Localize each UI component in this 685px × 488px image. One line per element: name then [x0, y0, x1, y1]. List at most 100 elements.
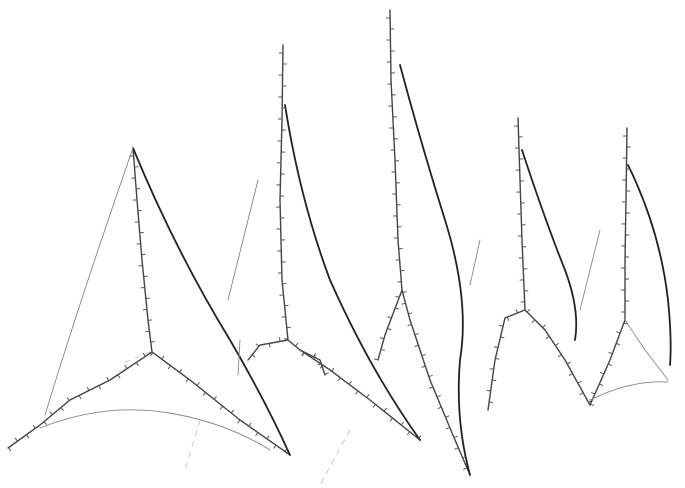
branch	[8, 352, 152, 448]
thorn	[429, 387, 433, 389]
stem	[518, 118, 590, 405]
thorn	[567, 362, 570, 364]
thorn	[203, 392, 205, 395]
thorn	[402, 303, 406, 304]
thorn	[118, 375, 120, 378]
thorn	[590, 404, 594, 406]
figure-3	[374, 10, 480, 475]
thorn	[446, 416, 450, 418]
thorn	[437, 395, 441, 397]
thorn	[546, 336, 549, 338]
thorn	[317, 364, 321, 365]
branch	[248, 340, 325, 375]
left-edge	[45, 148, 133, 415]
thorn	[532, 320, 535, 323]
thorn	[26, 435, 28, 438]
thorn	[256, 344, 259, 346]
stem	[280, 45, 420, 440]
figure-5	[580, 128, 671, 406]
thorn	[454, 436, 458, 438]
thorn	[401, 422, 403, 425]
thorn	[507, 317, 508, 321]
thorn	[616, 332, 620, 333]
thorn	[446, 427, 450, 429]
thorn	[274, 445, 276, 448]
page: (() => { const svg = document.getElement…	[0, 0, 685, 488]
thorn	[555, 343, 558, 345]
outer-edge	[522, 150, 576, 340]
thorn	[578, 381, 581, 383]
thorn	[495, 358, 499, 359]
thorn	[214, 396, 216, 399]
figure-1	[8, 148, 290, 470]
thorn	[487, 390, 491, 391]
thorn	[558, 355, 561, 357]
thorn	[616, 343, 620, 344]
thorn	[374, 359, 378, 360]
thorn	[279, 337, 280, 341]
thorn	[388, 317, 392, 318]
thorn	[125, 365, 127, 368]
thorn	[332, 368, 334, 371]
thorn	[168, 366, 170, 369]
thorn	[408, 324, 412, 325]
outer-edge	[628, 165, 671, 365]
thorn	[356, 391, 358, 394]
thorn	[9, 448, 11, 451]
thorn	[527, 309, 530, 312]
thorn	[516, 309, 517, 313]
thorn	[580, 393, 583, 395]
stem	[390, 10, 470, 475]
thorn	[179, 369, 181, 372]
thorn	[61, 408, 64, 411]
thorn	[463, 468, 467, 470]
thorn	[499, 325, 503, 326]
thorn	[395, 308, 399, 309]
thorn	[197, 382, 199, 385]
thorn	[162, 356, 164, 359]
thorn	[267, 436, 269, 439]
thorn	[295, 343, 298, 346]
thorn	[220, 406, 222, 409]
outer-edge	[285, 105, 420, 440]
faint-lines	[125, 352, 200, 470]
drawing	[0, 0, 685, 488]
thorn	[325, 373, 329, 374]
thorn	[600, 372, 604, 374]
thorn	[438, 407, 442, 409]
thorn	[107, 377, 109, 381]
thorn	[256, 433, 258, 436]
thorn	[50, 412, 53, 415]
figure-4	[487, 118, 592, 410]
thorn	[373, 404, 375, 407]
thorn	[489, 402, 493, 403]
thorn	[381, 349, 385, 350]
thorn	[591, 392, 595, 394]
thorn	[569, 374, 572, 376]
thorn	[249, 423, 251, 426]
outer-edge	[133, 148, 290, 455]
thorn	[33, 425, 35, 428]
stem	[133, 148, 290, 455]
thorn	[44, 422, 47, 425]
thorn	[67, 397, 70, 400]
thorn	[269, 343, 270, 347]
thorn	[422, 354, 426, 355]
thorn	[415, 334, 419, 335]
thorn	[380, 338, 384, 339]
thorn	[608, 364, 612, 366]
thorn	[500, 337, 504, 338]
thorn	[407, 432, 409, 435]
thorn	[99, 386, 101, 390]
thorn	[490, 369, 494, 370]
outer-edge	[400, 65, 470, 475]
thorn	[395, 296, 399, 297]
thorn	[349, 381, 351, 384]
branch	[488, 310, 525, 410]
thorn	[388, 328, 392, 329]
thorn	[252, 355, 255, 357]
thorn	[422, 366, 426, 367]
left-edge	[580, 230, 600, 310]
thorn	[390, 418, 392, 421]
thorn	[15, 438, 17, 441]
